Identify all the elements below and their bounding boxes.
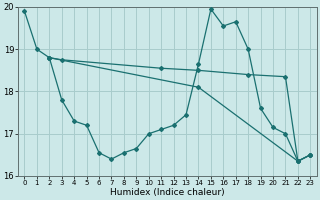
X-axis label: Humidex (Indice chaleur): Humidex (Indice chaleur) bbox=[110, 188, 225, 197]
